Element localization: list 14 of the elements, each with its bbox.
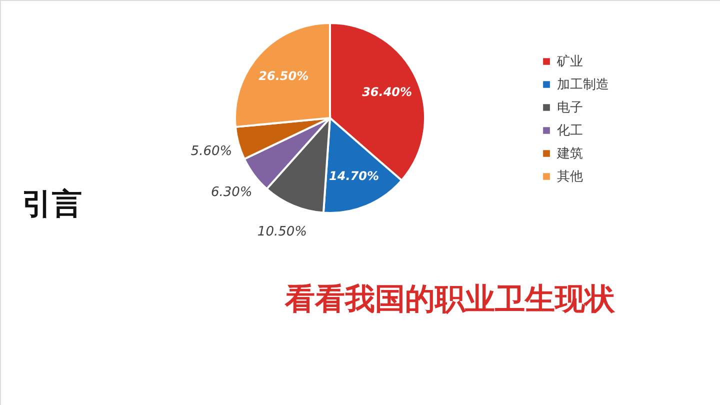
data-label: 10.50% bbox=[257, 224, 308, 240]
legend-label: 化工 bbox=[557, 124, 583, 138]
data-label: 5.60% bbox=[190, 144, 232, 159]
data-label: 6.30% bbox=[210, 184, 252, 200]
data-label: 14.70% bbox=[329, 168, 379, 183]
data-label: 26.50% bbox=[258, 68, 309, 83]
text: 引言 bbox=[22, 187, 82, 222]
legend-label: 建筑 bbox=[556, 146, 583, 162]
legend-label: 矿业 bbox=[556, 54, 583, 70]
legend-label: 电子 bbox=[557, 100, 583, 116]
legend-label: 其他 bbox=[557, 170, 583, 184]
legend-label: 加工制造 bbox=[557, 78, 609, 92]
text: 看看我国的职业卫生现状 bbox=[284, 282, 616, 317]
data-label: 36.40% bbox=[362, 85, 412, 100]
